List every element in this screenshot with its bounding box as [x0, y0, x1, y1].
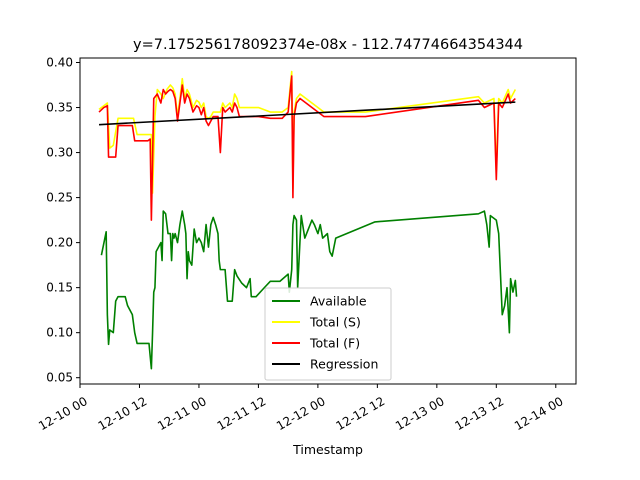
y-tick-label: 0.15 [46, 281, 73, 295]
legend-label-total-s: Total (S) [309, 315, 361, 330]
y-tick-label: 0.30 [46, 146, 73, 160]
y-tick-label: 0.05 [46, 371, 73, 385]
legend: Available Total (S) Total (F) Regression [264, 287, 392, 381]
axes-frame [79, 57, 577, 385]
y-tick-label: 0.20 [46, 236, 73, 250]
series-layer [98, 70, 518, 370]
y-tick-label: 0.10 [46, 326, 73, 340]
y-tick-label: 0.25 [46, 191, 73, 205]
series-line-regression [98, 101, 516, 126]
chart-title: y=7.175256178092374e-08x - 112.747746643… [133, 37, 523, 53]
series-line-available [100, 210, 518, 370]
legend-label-available: Available [310, 294, 367, 309]
series-line-total-s [98, 70, 517, 194]
y-tick-label: 0.40 [46, 56, 73, 70]
y-axis: 0.05 0.10 0.15 0.20 0.25 0.30 0.35 0.40 [46, 56, 80, 385]
y-tick-label: 0.35 [46, 101, 73, 115]
x-axis-label: Timestamp [292, 442, 363, 457]
legend-label-total-f: Total (F) [309, 336, 360, 351]
legend-box [264, 287, 392, 381]
legend-label-regression: Regression [310, 357, 378, 372]
series-line-total-f [98, 75, 516, 221]
